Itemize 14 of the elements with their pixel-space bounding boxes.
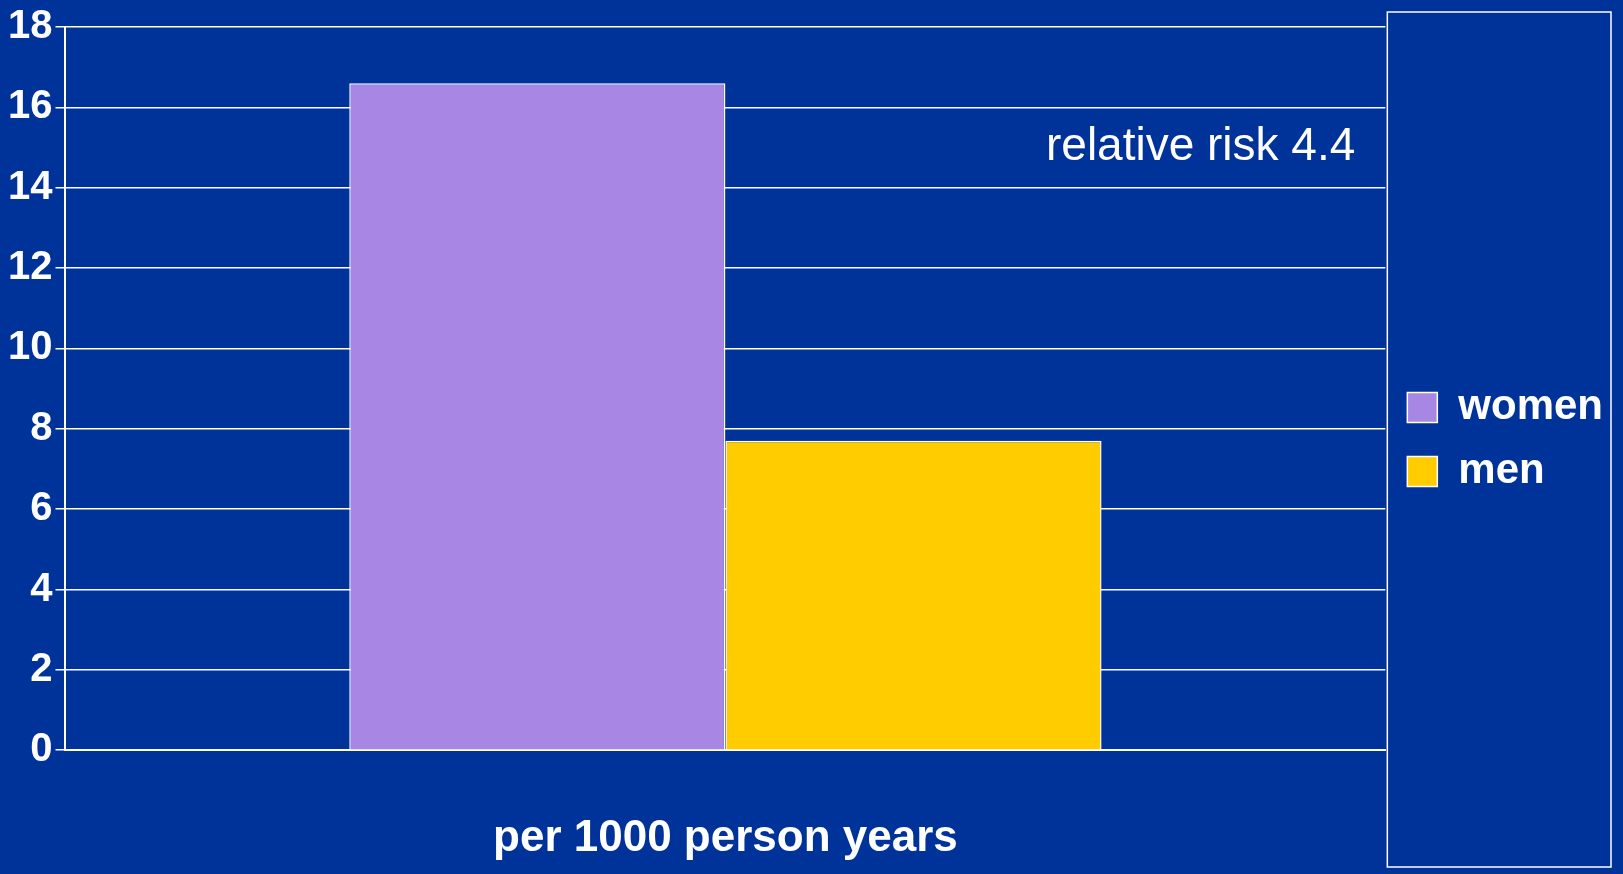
y-tick-label: 12 <box>7 243 53 288</box>
y-tick-label: 2 <box>30 644 53 689</box>
legend-label: men <box>1458 445 1545 493</box>
y-tick-label: 0 <box>30 725 53 770</box>
y-tick-label: 16 <box>7 82 53 127</box>
y-tick-label: 14 <box>7 162 54 207</box>
y-tick-label: 18 <box>7 2 53 47</box>
annotation: relative risk 4.4 <box>1045 117 1356 170</box>
y-tick-label: 8 <box>30 403 53 448</box>
legend-label: women <box>1457 381 1603 429</box>
y-tick-label: 10 <box>7 323 53 368</box>
y-tick-label: 4 <box>30 564 54 609</box>
x-axis-title: per 1000 person years <box>493 810 958 860</box>
y-tick-label: 6 <box>30 484 53 529</box>
